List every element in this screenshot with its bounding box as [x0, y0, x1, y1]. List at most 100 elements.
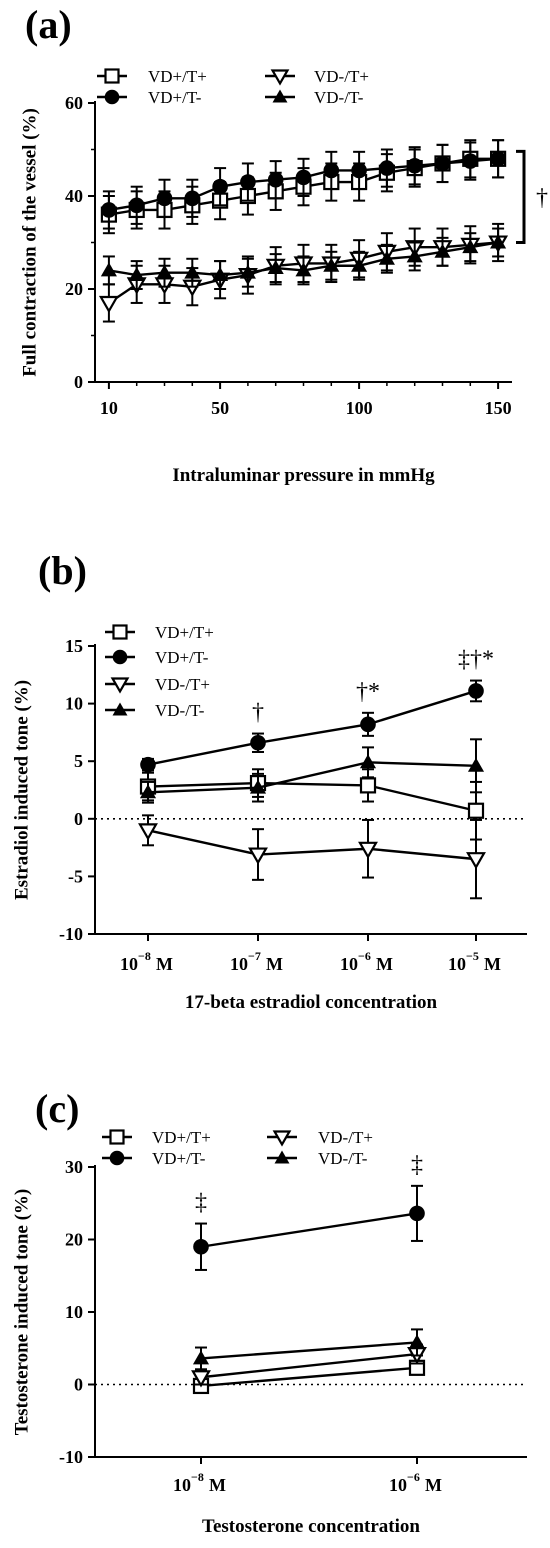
series-VD+/T-	[101, 139, 506, 230]
data-point	[267, 260, 284, 275]
x-tick-label: 10 −5 M	[448, 949, 501, 974]
y-axis-title: Estradiol induced tone (%)	[12, 680, 33, 900]
y-tick-label: 40	[65, 186, 83, 206]
y-tick-label: 20	[65, 1230, 83, 1250]
data-point	[323, 162, 340, 179]
legend-marker	[109, 1150, 125, 1166]
data-point	[98, 295, 119, 314]
x-tick-label: 10 −6 M	[340, 949, 393, 974]
legend-item: VD+/T-	[97, 88, 202, 107]
series-VD+/T-	[193, 1184, 425, 1271]
legend-item: VD+/T+	[97, 67, 207, 86]
legend-marker	[109, 1129, 125, 1145]
data-point	[239, 264, 256, 279]
legend-item: VD-/T+	[265, 67, 369, 86]
data-point	[212, 267, 229, 281]
data-point	[351, 162, 367, 179]
y-tick-label: 30	[65, 1157, 83, 1177]
data-point	[434, 243, 451, 258]
y-axis-title: Full contraction of the vessel (%)	[20, 108, 41, 377]
legend-marker	[270, 69, 290, 86]
data-point	[434, 155, 451, 172]
x-tick-exponent: −6	[358, 949, 371, 963]
legend: VD+/T+ VD+/T- VD-/T+ VD-/T-	[97, 67, 369, 107]
legend-marker	[272, 1130, 292, 1147]
data-point	[267, 171, 284, 188]
x-tick-base: 10	[230, 954, 248, 974]
data-point	[250, 734, 266, 751]
data-point	[409, 1205, 425, 1222]
data-point	[490, 151, 506, 167]
panel-label: (b)	[38, 548, 87, 593]
x-axis-title: Testosterone concentration	[202, 1516, 420, 1537]
x-tick-unit: M	[266, 954, 283, 974]
x-tick-exponent: −8	[191, 1470, 204, 1484]
x-tick-exponent: −8	[138, 949, 151, 963]
legend: VD+/T+ VD+/T- VD-/T+ VD-/T-	[102, 1128, 373, 1168]
x-tick-label: 10	[100, 398, 118, 418]
legend-label: VD-/T+	[318, 1128, 373, 1147]
x-tick-unit: M	[156, 954, 173, 974]
x-tick-base: 10	[120, 954, 138, 974]
series-VD-/T-	[139, 738, 485, 804]
data-point	[156, 264, 173, 279]
legend-marker	[110, 677, 130, 694]
data-point	[212, 178, 228, 195]
x-tick-base: 10	[448, 954, 466, 974]
y-axis-title: Testosterone induced tone (%)	[12, 1189, 33, 1435]
series-line	[147, 829, 477, 861]
chart-panel-1: (a) 0 20 40 60 10 50 100 150 Intraluminar pressur…	[20, 2, 549, 486]
x-tick-label: 10 −7 M	[230, 949, 283, 974]
legend-label: VD+/T-	[155, 648, 209, 667]
y-tick-label: 15	[65, 636, 83, 656]
data-point	[249, 779, 267, 794]
data-point	[138, 823, 158, 841]
significance-mark: †	[252, 700, 264, 726]
x-tick-unit: M	[376, 954, 393, 974]
series-line	[200, 1352, 418, 1379]
significance-mark: †	[536, 185, 548, 211]
data-point	[360, 716, 376, 733]
legend-marker	[272, 89, 288, 103]
x-tick-base: 10	[389, 1475, 407, 1495]
data-point	[358, 841, 378, 860]
series-VD+/T-	[140, 679, 484, 773]
panel-label: (a)	[25, 2, 72, 47]
data-point	[192, 1350, 210, 1365]
legend-label: VD+/T-	[148, 88, 202, 107]
y-tick-label: -5	[68, 866, 83, 886]
series-line	[200, 1212, 418, 1248]
x-tick-label: 10 −6 M	[389, 1470, 442, 1495]
data-point	[466, 852, 486, 870]
legend-item: VD+/T-	[105, 648, 209, 667]
legend-marker	[112, 702, 128, 716]
y-tick-label: 0	[74, 372, 83, 392]
panel-label: (c)	[35, 1086, 79, 1131]
legend-item: VD-/T-	[267, 1149, 368, 1168]
data-point	[193, 1238, 209, 1255]
series-VD-/T-	[192, 1328, 426, 1371]
legend-marker	[112, 624, 128, 640]
significance-mark: ‡†*	[458, 647, 494, 673]
y-tick-label: 0	[74, 809, 83, 829]
legend-marker	[274, 1150, 290, 1164]
x-tick-unit: M	[209, 1475, 226, 1495]
y-tick-label: 20	[65, 279, 83, 299]
data-point	[351, 257, 368, 272]
x-axis-title: 17-beta estradiol concentration	[185, 992, 438, 1013]
data-point	[295, 169, 312, 186]
data-point	[467, 757, 485, 772]
y-tick-label: 10	[65, 1302, 83, 1322]
x-tick-label: 10 −8 M	[173, 1470, 226, 1495]
legend-item: VD+/T+	[105, 623, 214, 642]
data-point	[139, 784, 157, 799]
significance-mark: †*	[356, 679, 380, 705]
significance-bracket	[516, 149, 526, 244]
data-point	[128, 267, 145, 281]
data-point	[184, 264, 201, 279]
data-point	[359, 754, 377, 769]
data-point	[240, 174, 256, 190]
data-point	[467, 802, 485, 819]
